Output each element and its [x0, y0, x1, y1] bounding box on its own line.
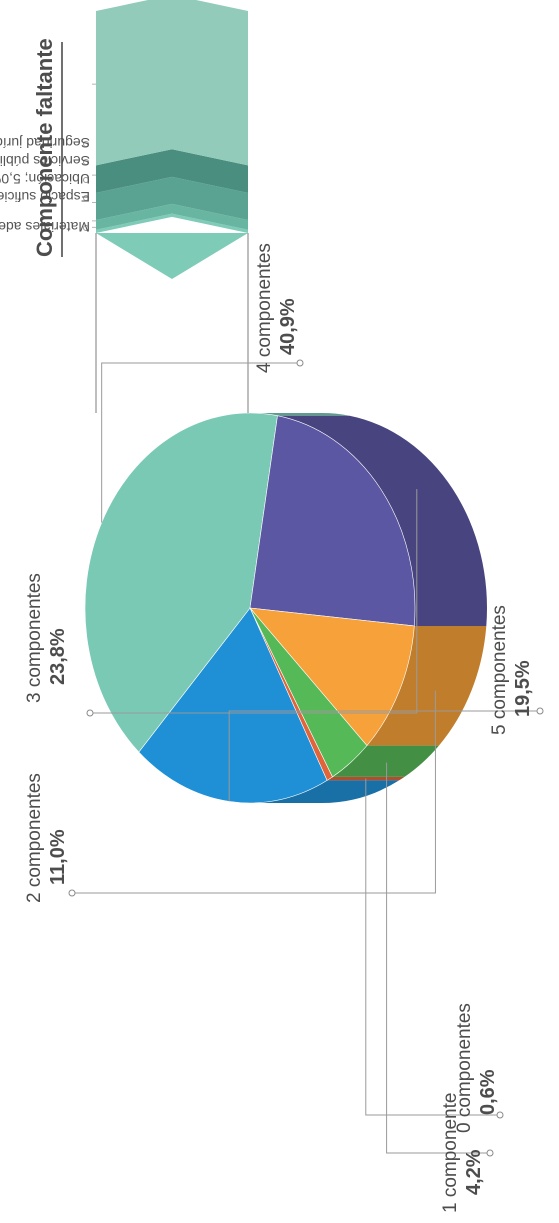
pie-label-name-0: 0 componentes	[454, 1003, 475, 1133]
pie-leader-dot-4	[68, 889, 76, 897]
pie-leader-1	[228, 710, 540, 802]
pie-top	[84, 412, 416, 804]
pie-label-value-5: 4,2%	[463, 1149, 485, 1195]
pie-label-name-4: 2 componentes	[24, 773, 45, 903]
pie-leader-2	[101, 362, 300, 523]
pie-side-1	[250, 780, 400, 803]
legend-item-4: Seguridad jurídica; 28,5%	[0, 135, 90, 151]
legend-dot-2	[83, 177, 89, 183]
legend-text-3: Servicios públicos; 5,1%	[0, 153, 90, 169]
pie-label-value-0: 0,6%	[477, 1069, 499, 1115]
pie-label-name-1: 5 componentes	[489, 605, 510, 735]
bar-segment-3	[96, 149, 248, 193]
legend-item-2: Ubicación; 5,0%	[0, 171, 90, 187]
legend-dot-1	[83, 195, 89, 201]
legend-text-1: Espacio suficiente; 1,8%	[0, 189, 90, 205]
connectors	[95, 233, 249, 413]
pie-label-value-4: 11,0%	[47, 829, 69, 885]
pie-leader-dot-1	[536, 707, 544, 715]
bar-segment-0	[96, 213, 248, 233]
pie-label-value-1: 19,5%	[512, 660, 534, 717]
pie-side-4	[366, 625, 487, 746]
legend-item-0: Materiales adecuados; 0,6%	[0, 219, 90, 235]
pie-leader-dot-0	[496, 1111, 504, 1119]
legend-item-1: Espacio suficiente; 1,8%	[0, 189, 90, 205]
pie-slice-3	[249, 415, 416, 627]
pie-side-0	[327, 776, 405, 781]
pie-leader-0	[365, 778, 500, 1116]
pie-leader-dot-5	[486, 1149, 494, 1157]
pie-label-name-5: 1 componente	[440, 1093, 461, 1213]
bar-title: Componente faltante	[32, 38, 57, 257]
bar-segment-2	[96, 176, 248, 220]
legend-text-4: Seguridad jurídica; 28,5%	[0, 135, 90, 151]
legend-dot-0	[83, 225, 89, 231]
legend-text-0: Materiales adecuados; 0,6%	[0, 219, 90, 235]
pie-leader-3	[90, 489, 418, 714]
legend-group: Materiales adecuados; 0,6% Espacio sufici…	[0, 83, 96, 235]
pie-side-5	[332, 745, 439, 777]
pie-leader-dot-3	[86, 709, 94, 717]
pie-leader-5	[386, 762, 490, 1154]
pie-leader-4	[72, 690, 436, 894]
pie-side-3	[277, 415, 487, 626]
pie-depth	[250, 413, 487, 803]
legend-text-2: Ubicación; 5,0%	[0, 171, 90, 187]
bar-front-cap	[96, 233, 248, 279]
legend-dot-3	[83, 159, 89, 165]
bar-segment-4	[96, 0, 248, 166]
pie-labels: 0 componentes 0,6% 5 componentes 19,5% 4 com…	[24, 243, 544, 1213]
pie-label-value-3: 23,8%	[47, 628, 69, 685]
bar-group	[96, 0, 248, 279]
pie-label-name-2: 4 componentes	[254, 243, 275, 373]
bar-title-group: Componente faltante	[32, 38, 63, 257]
pie-label-name-3: 3 componentes	[24, 573, 45, 703]
legend-item-3: Servicios públicos; 5,1%	[0, 153, 90, 169]
bar-segment-1	[96, 203, 248, 230]
pie-leader-dot-2	[296, 359, 304, 367]
pie-label-value-2: 40,9%	[277, 298, 299, 355]
legend-dot-4	[83, 141, 89, 147]
pie-slice-5	[249, 607, 368, 778]
